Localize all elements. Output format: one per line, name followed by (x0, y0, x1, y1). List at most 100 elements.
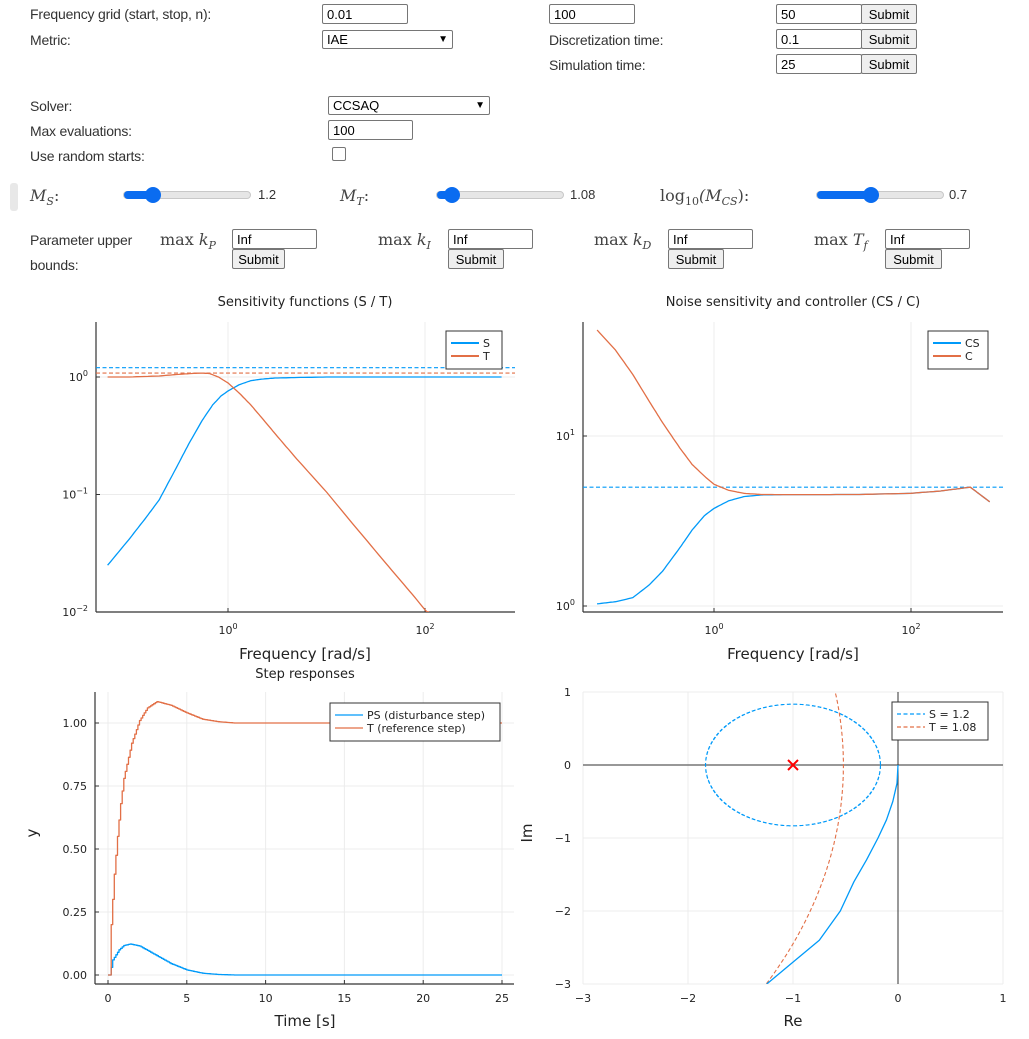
chart3-y-tick-label: 0.00 (63, 969, 88, 982)
max-kd-input[interactable] (668, 229, 753, 249)
chart2-series-cs (597, 486, 991, 605)
simulation-time-input[interactable] (776, 54, 862, 74)
max-ki-submit-button[interactable]: Submit (448, 249, 504, 269)
chart1-x-tick-label: 100 (218, 622, 237, 637)
chart3-y-tick-label: 0.25 (63, 906, 88, 919)
freq-grid-label: Frequency grid (start, stop, n): (30, 6, 212, 22)
mt-symbol: M (340, 186, 357, 205)
max-kp-label: max kP (160, 230, 216, 252)
mcs-symbol: (M (699, 186, 722, 205)
chart4-y-tick-label: 1 (564, 686, 571, 699)
chart1-x-tick-label: 102 (415, 622, 434, 637)
max-tf-submit-button[interactable]: Submit (885, 249, 942, 269)
discretization-time-input[interactable] (776, 29, 862, 49)
chart2-legend-label: CS (965, 337, 980, 350)
freq-grid-submit-button[interactable]: Submit (861, 4, 917, 24)
chart4-x-tick-label: −2 (680, 992, 696, 1005)
max-text: max (378, 230, 412, 249)
chart2-series-c (596, 329, 991, 503)
chart4-x-tick-label: −3 (575, 992, 591, 1005)
solver-value: CCSAQ (333, 98, 380, 113)
kd-symbol: k (632, 230, 643, 249)
chart3-series-ps-disturbance-step- (108, 943, 502, 976)
chart4-y-tick-label: −2 (555, 905, 571, 918)
max-evaluations-label: Max evaluations: (30, 123, 132, 139)
ki-subscript: I (426, 239, 431, 253)
ms-label: MS: (30, 186, 59, 208)
chart2-title: Noise sensitivity and controller (CS / C… (666, 295, 920, 310)
chart4-y-axis-label: Im (518, 823, 536, 842)
metric-value: IAE (327, 32, 348, 47)
chart1-legend-label: T (482, 350, 490, 363)
ms-slider-fill (124, 191, 153, 199)
max-kp-input[interactable] (232, 229, 317, 249)
max-ki-input[interactable] (448, 229, 533, 249)
max-kd-label: max kD (594, 230, 651, 252)
random-starts-label: Use random starts: (30, 148, 145, 164)
chevron-down-icon: ▼ (475, 100, 485, 111)
max-tf-label: max Tf (814, 230, 868, 252)
max-kp-submit-button[interactable]: Submit (232, 249, 285, 269)
chart3-y-tick-label: 1.00 (63, 717, 88, 730)
chart1-y-tick-label: 10−1 (62, 487, 88, 502)
mt-slider[interactable] (436, 187, 564, 203)
chart3-y-tick-label: 0.75 (63, 780, 88, 793)
max-evaluations-input[interactable] (328, 120, 413, 140)
chart3-legend-label: PS (disturbance step) (367, 709, 485, 722)
chart3-x-axis-label: Time [s] (274, 1012, 336, 1030)
max-kd-submit-button[interactable]: Submit (668, 249, 724, 269)
freq-n-input[interactable] (776, 4, 862, 24)
discretization-time-label: Discretization time: (549, 32, 664, 48)
chart1-x-axis-label: Frequency [rad/s] (239, 645, 371, 663)
metric-select[interactable]: IAE ▼ (322, 30, 453, 49)
chart3-x-tick-label: 15 (337, 992, 351, 1005)
chart4-legend-label: S = 1.2 (929, 708, 970, 721)
chart4-y-tick-label: 0 (564, 759, 571, 772)
chart4-plot-area (704, 692, 899, 984)
chart2-x-tick-label: 102 (901, 622, 920, 637)
mcs-slider-thumb[interactable] (863, 187, 880, 203)
bounds-label-line2: bounds: (30, 257, 79, 273)
mt-value: 1.08 (570, 187, 596, 202)
chart1-y-tick-label: 10−2 (62, 604, 88, 619)
freq-start-input[interactable] (322, 4, 408, 24)
mcs-slider-fill (817, 191, 872, 199)
mt-label: MT: (340, 186, 369, 208)
mcs-value: 0.7 (949, 187, 968, 202)
chart2-legend (927, 330, 989, 370)
chart3-y-axis-label: y (23, 828, 41, 837)
slider-group-handle (10, 183, 18, 211)
chart2-x-tick-label: 100 (704, 622, 723, 637)
chart3-x-tick-label: 25 (495, 992, 509, 1005)
chevron-down-icon: ▼ (438, 34, 448, 45)
mcs-label: log10(MCS): (660, 186, 749, 208)
mcs-subscript: CS (721, 195, 738, 209)
mcs-slider[interactable] (816, 187, 944, 203)
chart3-x-tick-label: 20 (416, 992, 430, 1005)
ms-slider[interactable] (123, 187, 251, 203)
random-starts-checkbox[interactable] (332, 147, 346, 161)
ms-colon: : (53, 186, 60, 205)
solver-select[interactable]: CCSAQ ▼ (328, 96, 490, 115)
chart3-y-tick-label: 0.50 (63, 843, 88, 856)
bounds-label-line1: Parameter upper (30, 232, 133, 248)
ms-symbol: M (30, 186, 47, 205)
discretization-time-submit-button[interactable]: Submit (861, 29, 917, 49)
simulation-time-submit-button[interactable]: Submit (861, 54, 917, 74)
ms-slider-thumb[interactable] (144, 187, 161, 203)
chart3-x-tick-label: 0 (105, 992, 112, 1005)
chart1-legend (445, 330, 503, 370)
chart3-x-tick-label: 10 (259, 992, 273, 1005)
tf-subscript: f (863, 239, 868, 253)
mt-slider-thumb[interactable] (444, 187, 461, 203)
chart1-y-tick-label: 100 (69, 369, 88, 384)
chart4-legend (891, 701, 989, 741)
tf-symbol: T (852, 230, 864, 249)
max-text: max (160, 230, 194, 249)
chart1-title: Sensitivity functions (S / T) (218, 295, 393, 310)
max-text: max (814, 230, 848, 249)
kp-subscript: P (208, 239, 216, 253)
max-tf-input[interactable] (885, 229, 970, 249)
freq-stop-input[interactable] (549, 4, 635, 24)
chart3-legend (329, 702, 501, 742)
